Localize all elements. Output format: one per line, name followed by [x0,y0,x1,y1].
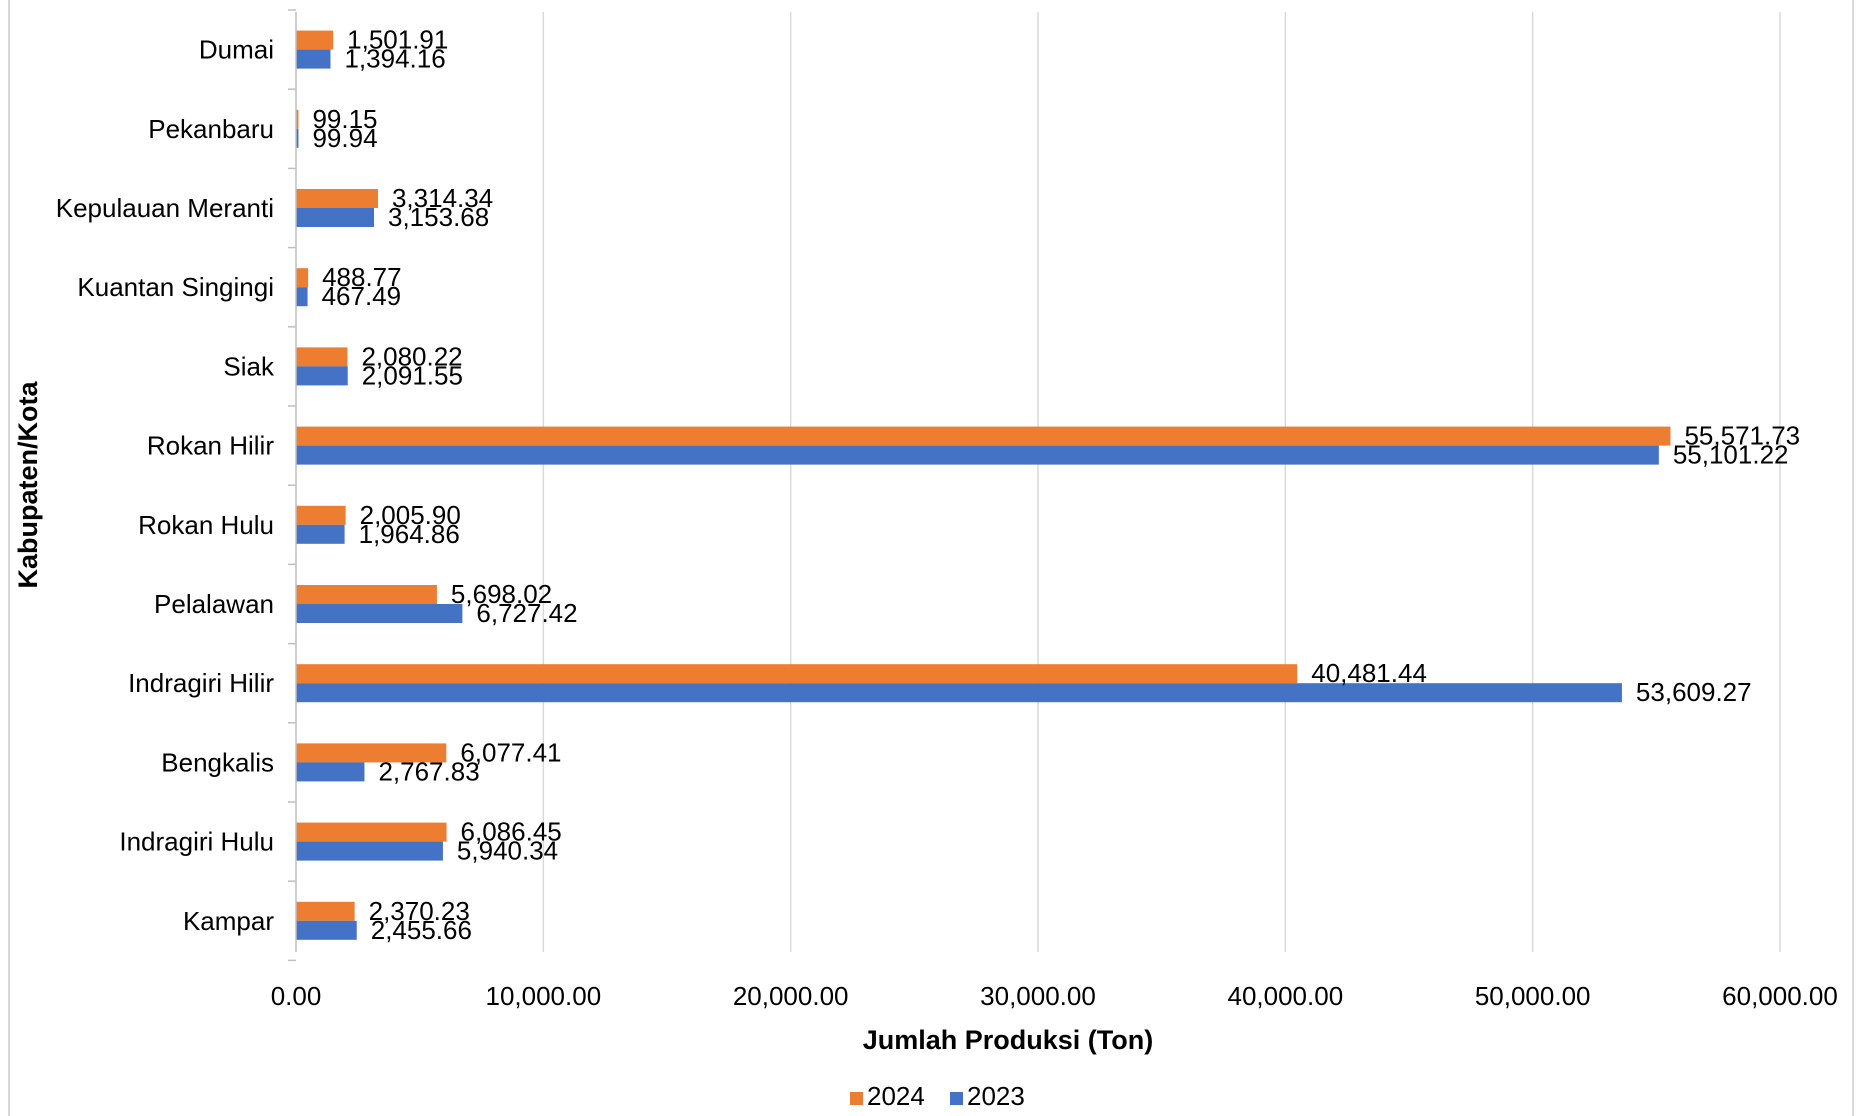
category-label: Rokan Hilir [147,431,274,461]
data-label: 2,370.23 [369,896,470,926]
data-label: 2,767.83 [378,756,479,786]
data-label: 3,314.34 [392,183,493,213]
x-tick-label: 10,000.00 [485,981,601,1011]
y-axis: Dumai Pekanbaru Kepulauan Meranti Kuantan S… [56,9,297,962]
data-label: 6,727.42 [476,598,577,628]
legend-label: 2023 [967,1081,1025,1111]
category-label: Indragiri Hilir [128,668,274,698]
legend-swatch-2023 [950,1092,963,1105]
bar-2024-indragiri-hilir [296,664,1298,684]
data-label: 2,080.22 [361,341,462,371]
gridlines [542,12,1781,952]
bar-2024-kampar [296,901,355,921]
bar-2023-indragiri-hilir [296,683,1622,703]
data-label: 467.49 [322,281,402,311]
data-label: 2,005.90 [360,500,461,530]
data-label: 2,455.66 [371,915,472,945]
data-label: 6,077.41 [460,737,561,767]
x-axis: 0.00 10,000.00 20,000.00 30,000.00 40,000.00… [271,981,1838,1011]
bar-2024-kuantan-singingi [296,268,309,288]
category-label: Siak [223,351,275,381]
bar-2024-bengkalis [296,743,447,763]
category-label: Pelalawan [154,589,274,619]
bar-2024-siak [296,347,348,367]
bar-2024-rokan-hilir [296,426,1671,446]
x-tick-label: 30,000.00 [980,981,1096,1011]
category-label: Kampar [183,906,274,936]
category-label: Kuantan Singingi [77,272,274,302]
bar-2023-pelalawan [296,604,463,623]
x-axis-title: Jumlah Produksi (Ton) [863,1025,1154,1055]
category-label: Bengkalis [161,747,274,777]
bar-2023-siak [296,366,348,386]
legend: 2024 2023 [850,1081,1025,1111]
bar-2024-kepulauan-meranti [296,189,378,208]
category-label: Dumai [199,35,274,65]
x-tick-label: 60,000.00 [1722,981,1838,1011]
category-label: Kepulauan Meranti [56,193,274,223]
bar-2023-rokan-hulu [296,524,345,544]
bar-2024-dumai [296,30,334,50]
bars [296,30,1671,940]
data-label: 488.77 [322,262,402,292]
bar-2024-rokan-hulu [296,505,346,525]
data-label: 5,698.02 [451,579,552,609]
bar-2023-indragiri-hulu [296,841,443,861]
data-label: 6,086.45 [461,817,562,847]
data-label: 5,940.34 [457,836,558,866]
data-label: 53,609.27 [1636,677,1752,707]
x-tick-label: 50,000.00 [1475,981,1591,1011]
data-label: 55,571.73 [1684,421,1800,451]
x-tick-label: 0.00 [271,981,322,1011]
data-label: 1,501.91 [347,25,448,55]
bar-2024-pelalawan [296,585,437,604]
bar-2023-kuantan-singingi [296,287,308,307]
bar-2023-dumai [296,49,331,69]
data-label: 1,394.16 [344,44,445,74]
x-tick-label: 20,000.00 [733,981,849,1011]
category-label: Indragiri Hulu [119,827,274,857]
bar-2023-bengkalis [296,762,365,782]
data-label: 99.94 [312,123,377,153]
data-label: 99.15 [312,104,377,134]
data-label: 2,091.55 [362,360,463,390]
bar-2023-kampar [296,920,357,940]
bar-2023-pekanbaru [296,128,299,148]
category-label: Rokan Hulu [138,510,274,540]
bar-2024-indragiri-hulu [296,822,447,842]
category-label: Pekanbaru [148,114,274,144]
y-axis-title: Kabupaten/Kota [13,381,43,589]
data-label: 40,481.44 [1311,658,1427,688]
legend-swatch-2024 [850,1092,863,1105]
bar-2023-kepulauan-meranti [296,208,375,227]
x-tick-label: 40,000.00 [1227,981,1343,1011]
bar-2024-pekanbaru [296,109,299,129]
data-label: 1,964.86 [359,519,460,549]
bar-2023-rokan-hilir [296,445,1659,465]
data-label: 3,153.68 [388,202,489,232]
data-label: 55,101.22 [1673,440,1789,470]
legend-label: 2024 [867,1081,925,1111]
